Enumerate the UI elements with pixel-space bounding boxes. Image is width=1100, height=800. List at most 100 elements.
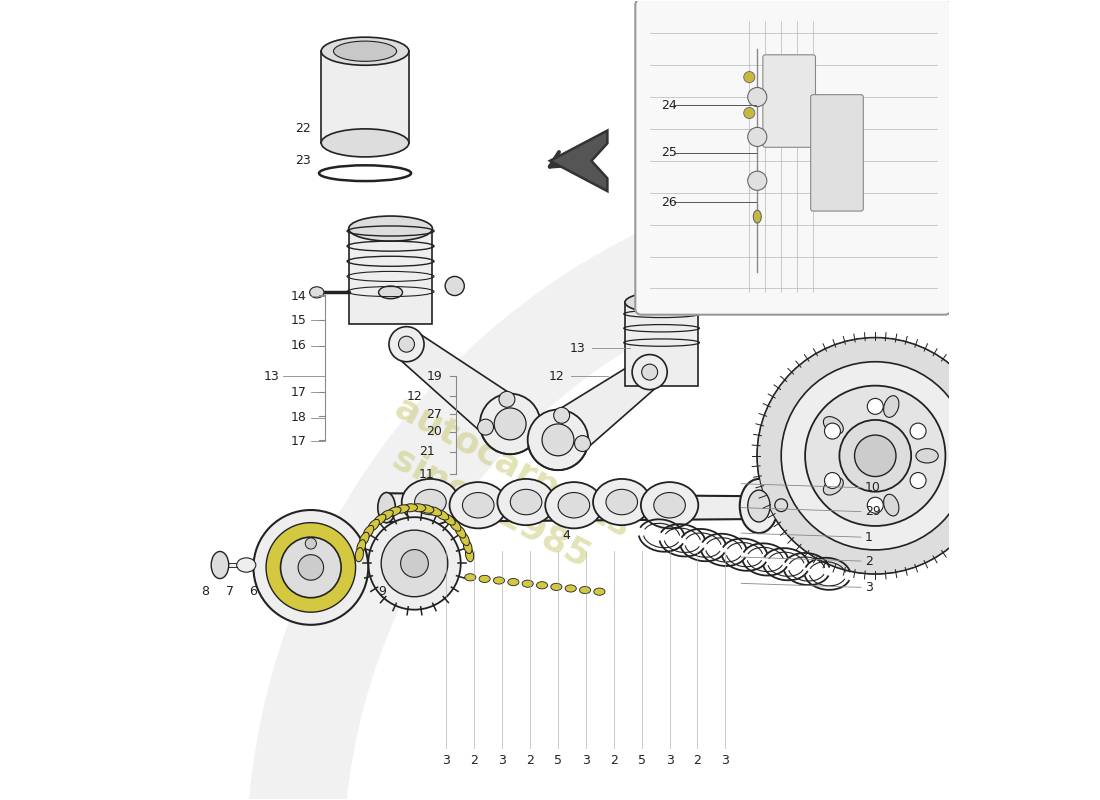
Ellipse shape [463, 540, 472, 554]
Circle shape [632, 354, 668, 390]
Circle shape [744, 107, 755, 118]
Text: 2: 2 [471, 754, 478, 767]
Text: 21: 21 [419, 446, 435, 458]
Ellipse shape [309, 286, 324, 298]
Ellipse shape [510, 490, 542, 514]
Text: 20: 20 [427, 426, 442, 438]
Text: 2: 2 [865, 554, 872, 567]
Ellipse shape [465, 547, 474, 562]
Ellipse shape [363, 526, 374, 538]
Circle shape [805, 386, 945, 526]
Ellipse shape [565, 585, 576, 592]
Ellipse shape [625, 292, 698, 313]
Circle shape [477, 419, 494, 435]
Circle shape [542, 424, 574, 456]
Ellipse shape [497, 479, 554, 525]
Circle shape [528, 410, 588, 470]
Text: 3: 3 [722, 754, 729, 767]
Text: 2: 2 [526, 754, 534, 767]
Ellipse shape [460, 532, 470, 546]
Circle shape [748, 127, 767, 146]
Text: 3: 3 [582, 754, 590, 767]
Text: 1: 1 [865, 530, 872, 544]
Text: 2: 2 [693, 754, 702, 767]
Text: autocarparts
since 1985: autocarparts since 1985 [367, 391, 637, 584]
Ellipse shape [360, 532, 370, 546]
Circle shape [825, 423, 840, 439]
Ellipse shape [321, 129, 409, 157]
Ellipse shape [522, 580, 534, 587]
Text: 25: 25 [661, 146, 678, 159]
Text: 18: 18 [292, 411, 307, 424]
FancyBboxPatch shape [763, 55, 815, 147]
Ellipse shape [462, 493, 494, 518]
Circle shape [494, 408, 526, 440]
Text: 13: 13 [263, 370, 279, 382]
Ellipse shape [824, 417, 844, 434]
Circle shape [641, 364, 658, 380]
Circle shape [368, 517, 461, 610]
Ellipse shape [594, 588, 605, 595]
FancyBboxPatch shape [811, 94, 864, 211]
Text: 19: 19 [427, 370, 442, 382]
Circle shape [298, 554, 323, 580]
Text: 12: 12 [549, 370, 564, 382]
Polygon shape [321, 51, 409, 143]
Ellipse shape [356, 540, 365, 554]
Text: 2: 2 [609, 754, 618, 767]
Polygon shape [550, 130, 607, 191]
Ellipse shape [478, 575, 491, 582]
Circle shape [574, 435, 591, 451]
Circle shape [553, 407, 570, 423]
Ellipse shape [593, 479, 650, 525]
Circle shape [867, 498, 883, 514]
Circle shape [910, 423, 926, 439]
Ellipse shape [754, 210, 761, 223]
Ellipse shape [368, 519, 379, 531]
Ellipse shape [653, 493, 685, 518]
Polygon shape [386, 494, 789, 522]
Polygon shape [625, 302, 698, 386]
Circle shape [867, 398, 883, 414]
Text: 14: 14 [292, 290, 307, 303]
Circle shape [446, 277, 464, 295]
Polygon shape [397, 331, 526, 444]
Circle shape [781, 362, 969, 550]
Circle shape [774, 499, 788, 512]
Ellipse shape [377, 493, 395, 522]
Ellipse shape [883, 494, 899, 516]
Ellipse shape [464, 574, 476, 581]
Text: 11: 11 [419, 468, 435, 481]
Ellipse shape [546, 482, 603, 528]
Ellipse shape [381, 510, 393, 520]
Ellipse shape [415, 490, 447, 514]
Ellipse shape [236, 558, 256, 572]
Ellipse shape [883, 396, 899, 418]
Text: 26: 26 [661, 196, 678, 209]
Ellipse shape [404, 504, 418, 512]
Ellipse shape [374, 514, 386, 525]
Ellipse shape [411, 504, 426, 512]
Ellipse shape [402, 479, 459, 525]
Circle shape [910, 473, 926, 489]
Ellipse shape [395, 505, 409, 514]
Text: 24: 24 [661, 98, 678, 111]
Circle shape [757, 338, 993, 574]
Ellipse shape [211, 551, 229, 578]
Text: 10: 10 [865, 481, 881, 494]
Ellipse shape [824, 478, 844, 495]
Ellipse shape [387, 507, 402, 516]
Ellipse shape [321, 37, 409, 66]
Circle shape [382, 530, 448, 597]
Circle shape [748, 87, 767, 106]
Circle shape [400, 550, 428, 578]
Circle shape [825, 473, 840, 489]
Text: 16: 16 [292, 339, 307, 352]
Ellipse shape [551, 583, 562, 590]
Circle shape [855, 435, 896, 477]
Circle shape [480, 394, 540, 454]
Circle shape [499, 391, 515, 407]
Text: 23: 23 [295, 154, 310, 167]
Ellipse shape [355, 547, 363, 562]
Ellipse shape [349, 216, 432, 241]
